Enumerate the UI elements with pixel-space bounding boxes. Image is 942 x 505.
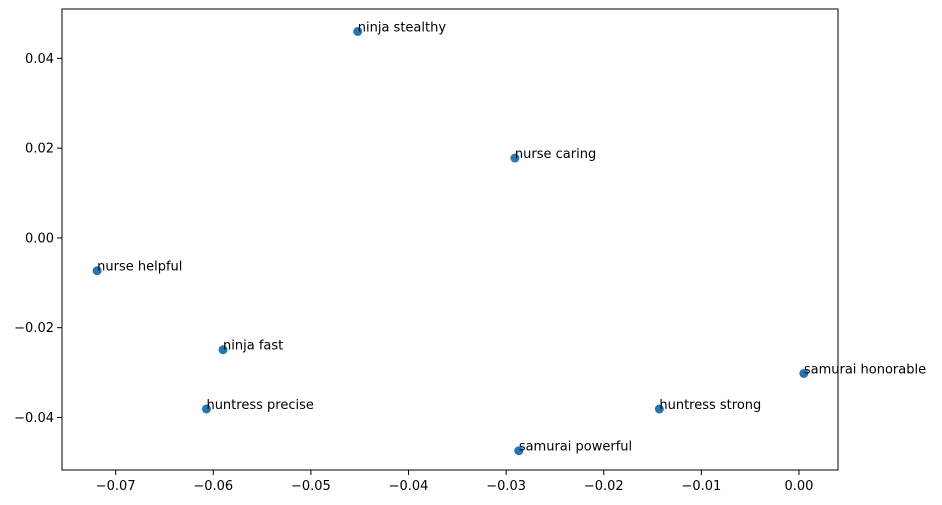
x-tick-label: −0.07 (96, 479, 136, 494)
data-points (92, 26, 809, 456)
x-tick-label: −0.02 (584, 479, 624, 494)
data-labels: ninja stealthy nurse caring nurse helpful n… (97, 20, 926, 454)
scatter-point (201, 404, 211, 414)
scatter-point (353, 26, 363, 36)
y-tick-label: −0.02 (14, 321, 54, 336)
x-tick-label: −0.03 (486, 479, 526, 494)
scatter-point (654, 404, 664, 414)
y-tick-label: 0.02 (25, 142, 54, 157)
point-label: nurse caring (515, 147, 596, 162)
point-label: huntress strong (659, 398, 761, 413)
point-label: ninja fast (223, 339, 283, 354)
point-label: nurse helpful (97, 260, 182, 275)
scatter-point (514, 446, 524, 456)
plot-area (61, 8, 839, 471)
x-tick-label: 0.00 (784, 479, 813, 494)
point-label: samurai powerful (519, 440, 632, 455)
y-tick-label: −0.04 (14, 411, 54, 426)
y-axis: −0.04 −0.02 0.00 0.02 0.04 (14, 52, 62, 426)
x-axis: −0.07 −0.06 −0.05 −0.04 −0.03 −0.02 −0.01 0.00 (96, 470, 813, 494)
y-tick-label: 0.04 (25, 52, 54, 67)
y-tick-label: 0.00 (25, 231, 54, 246)
point-label: ninja stealthy (358, 20, 447, 35)
x-tick-label: −0.04 (389, 479, 429, 494)
point-label: huntress precise (206, 398, 313, 413)
scatter-point (92, 266, 102, 276)
x-tick-label: −0.01 (681, 479, 721, 494)
x-tick-label: −0.05 (291, 479, 331, 494)
point-label: samurai honorable (804, 362, 926, 377)
x-tick-label: −0.06 (193, 479, 233, 494)
scatter-point (218, 345, 228, 355)
plot-frame (61, 8, 839, 471)
scatter-point (510, 153, 520, 163)
scatter-point (799, 368, 809, 378)
